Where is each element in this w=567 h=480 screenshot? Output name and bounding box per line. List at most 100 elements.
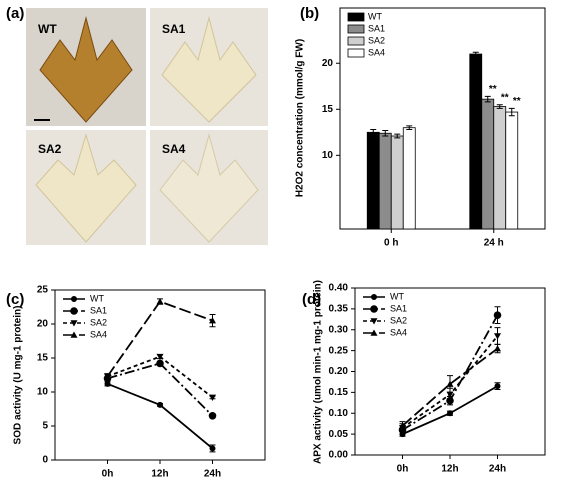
error-bar [406,125,413,131]
marker [209,394,216,401]
legend-label: SA2 [368,35,385,45]
legend-label: WT [368,11,382,21]
legend-label: WT [90,293,104,303]
significance-label: ** [513,96,521,107]
leaf [159,133,259,243]
marker [156,359,164,368]
marker [494,345,501,352]
y-tick-label: 0 [42,455,48,466]
y-tick-label: 0.00 [329,450,349,461]
y-tick-label: 25 [37,285,49,296]
panel-label: (d) [302,291,321,308]
x-tick-label: 0 h [384,238,398,249]
bar [402,127,416,230]
marker [494,383,501,390]
bar [505,111,519,230]
y-axis-title: SOD activity (U mg-1 protein) [13,306,24,445]
x-tick-label: 12h [151,469,168,480]
legend-marker [370,318,378,325]
legend-label: SA4 [368,47,385,57]
marker [157,401,163,408]
y-tick-label: 0.30 [329,324,349,335]
legend-marker [70,331,78,338]
significance-label: ** [501,92,509,103]
y-tick-label: 10 [37,387,49,398]
error-bar [382,129,389,137]
panel-label: (a) [6,5,24,22]
y-tick-label: 5 [42,421,48,432]
marker [209,317,216,324]
y-tick-label: 0.40 [329,283,349,294]
x-tick-label: 24h [204,469,221,480]
y-tick-label: 20 [322,58,334,69]
y-tick-label: 15 [322,104,334,115]
error-bar [472,51,479,57]
y-tick-label: 15 [37,353,49,364]
error-bar [370,129,377,136]
photo-grid [26,8,268,245]
legend-label: SA4 [90,329,107,339]
y-tick-label: 0.20 [329,366,349,377]
legend-marker [70,320,78,327]
tile-label: SA1 [162,22,186,36]
leaf [39,16,133,123]
legend-swatch [347,12,365,22]
legend-label: SA2 [390,315,407,325]
marker [156,298,164,305]
legend-swatch [347,48,365,58]
marker [446,391,454,398]
marker [209,445,216,452]
marker [399,422,406,429]
y-tick-label: 10 [322,150,334,161]
x-tick-label: 12h [441,464,458,475]
y-tick-label: 0.35 [329,304,349,315]
x-tick-label: 24 h [484,238,504,249]
legend-marker [370,329,378,336]
marker [493,311,502,319]
plot-frame [354,287,546,456]
error-bar [508,107,515,117]
legend-marker [370,305,378,313]
series-line [107,383,214,450]
error-bar [484,95,491,103]
marker [494,333,501,340]
marker [104,372,111,380]
marker [208,412,217,420]
plot-frame [339,7,546,230]
y-tick-label: 0.05 [329,429,349,440]
bar [493,106,507,230]
x-tick-label: 0h [397,464,409,475]
significance-label: ** [489,84,497,95]
y-tick-label: 20 [37,319,49,330]
marker [447,410,453,417]
legend-swatch [347,36,365,46]
series-line [401,347,499,427]
legend-swatch [347,24,365,34]
leaf [161,16,257,123]
legend-marker [371,294,377,300]
error-bar [394,133,401,139]
legend-label: SA2 [90,317,107,327]
y-axis-title: H2O2 concentration (mmol/g FW) [295,39,306,197]
marker [446,380,454,387]
error-bar [496,104,503,109]
y-tick-label: 0.25 [329,345,349,356]
bar [469,53,483,230]
legend-marker [71,296,77,302]
marker [156,353,164,361]
y-axis-title: APX activity (umol min-1 mg-1 protein) [313,280,324,464]
marker [104,380,111,387]
bar [390,135,404,230]
tile-label: SA2 [38,142,62,156]
y-tick-label: 0.15 [329,387,349,398]
panel-label: (c) [6,291,24,308]
legend-label: WT [390,291,404,301]
bar [366,131,380,230]
y-tick-label: 0.10 [329,408,349,419]
legend-label: SA1 [390,303,407,313]
leaf [35,133,137,243]
legend-label: SA1 [368,23,385,33]
legend-label: SA1 [90,305,107,315]
